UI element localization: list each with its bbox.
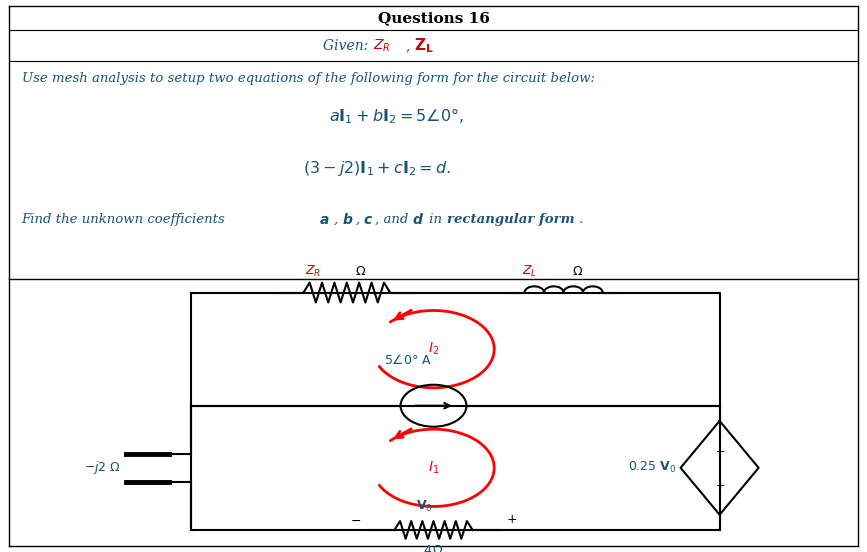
Text: $-j2\ \Omega$: $-j2\ \Omega$ [84,459,121,476]
Text: ,: , [355,213,360,226]
Text: $0.25\ \mathbf{V}_0$: $0.25\ \mathbf{V}_0$ [629,460,676,475]
Text: $-$: $-$ [350,513,361,527]
Text: $-$: $-$ [714,445,725,455]
Text: in: in [425,213,447,226]
Text: Given:: Given: [323,39,373,53]
Text: $I_1$: $I_1$ [427,460,440,476]
Text: $\boldsymbol{c}$: $\boldsymbol{c}$ [363,213,374,227]
Text: , and: , and [375,213,413,226]
Text: .: . [579,213,583,226]
Text: ,: , [406,39,410,53]
Text: $a\mathbf{I}_1 + b\mathbf{I}_2 = 5\angle0°,$: $a\mathbf{I}_1 + b\mathbf{I}_2 = 5\angle… [329,106,464,126]
Text: $I_2$: $I_2$ [427,341,440,357]
Text: ,: , [334,213,338,226]
Text: $\mathbf{Z_L}$: $\mathbf{Z_L}$ [414,36,434,55]
Text: $\boldsymbol{d}$: $\boldsymbol{d}$ [412,212,424,227]
Text: $\boldsymbol{a}$: $\boldsymbol{a}$ [319,213,329,227]
Text: $+$: $+$ [506,513,517,527]
Text: $4\,\Omega$: $4\,\Omega$ [423,544,444,552]
Text: Questions 16: Questions 16 [377,11,490,25]
Text: $+$: $+$ [714,480,725,491]
Text: $Z_L$: $Z_L$ [522,264,538,279]
Text: Find the unknown coefficients: Find the unknown coefficients [22,213,230,226]
Text: Use mesh analysis to setup two equations of the following form for the circuit b: Use mesh analysis to setup two equations… [22,72,595,85]
Text: $\Omega$: $\Omega$ [572,265,583,278]
Text: $\mathbf{V}_0$: $\mathbf{V}_0$ [416,499,434,514]
Text: $Z_R$: $Z_R$ [373,38,390,54]
Text: $Z_R$: $Z_R$ [304,264,321,279]
Text: $(3 - j2)\mathbf{I}_1 + c\mathbf{I}_2 = d.$: $(3 - j2)\mathbf{I}_1 + c\mathbf{I}_2 = … [303,159,452,178]
Text: $\boldsymbol{b}$: $\boldsymbol{b}$ [342,212,353,227]
Text: $5\angle0°\ \mathrm{A}$: $5\angle0°\ \mathrm{A}$ [383,353,432,367]
Text: rectangular form: rectangular form [447,213,575,226]
Text: $\Omega$: $\Omega$ [355,265,367,278]
